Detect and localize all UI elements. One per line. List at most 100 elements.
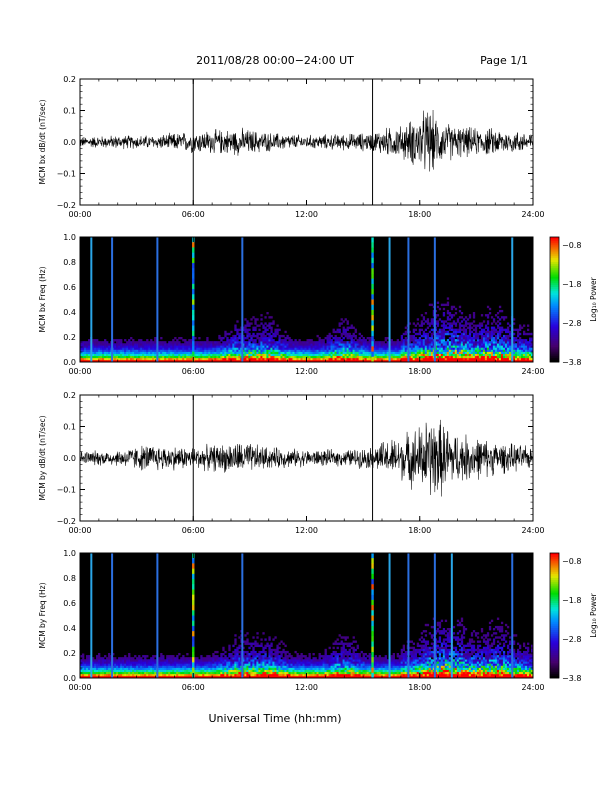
spectrogram-cell <box>334 351 337 354</box>
spectrogram-cell <box>100 657 103 660</box>
spectrogram-cell <box>400 347 404 350</box>
spectrogram-cell <box>198 357 201 361</box>
spectrogram-cell <box>224 355 227 359</box>
spectrogram-cell <box>440 334 444 338</box>
spectrogram-cell <box>266 343 269 346</box>
spectrogram-cell <box>120 359 123 363</box>
spectrogram-cell <box>488 353 492 357</box>
spectrogram-cell <box>170 671 173 675</box>
spectrogram-cell <box>116 661 119 664</box>
spectrogram-cell <box>312 343 315 346</box>
spectrogram-cell <box>182 355 185 359</box>
spectrogram-cell <box>128 661 131 664</box>
spectrogram-cell <box>434 347 438 350</box>
spectrogram-cell <box>260 671 263 675</box>
spectrogram-cell <box>426 359 430 363</box>
spectrogram-cell <box>176 673 179 677</box>
spectrogram-cell <box>420 334 424 338</box>
spectrogram-cell <box>504 337 508 340</box>
spectrogram-cell <box>176 663 179 666</box>
spectrogram-cell <box>498 345 502 348</box>
spectrogram-cell <box>410 339 414 342</box>
spectrogram-cell <box>246 667 249 670</box>
spectrogram-cell <box>308 669 311 673</box>
spectrogram-cell <box>488 349 492 352</box>
spectrogram-cell <box>472 320 476 323</box>
spectrogram-cell <box>306 673 309 677</box>
spectrogram-cell <box>184 357 187 361</box>
spectrogram-cell <box>482 339 486 342</box>
spectrogram-cell <box>462 349 466 352</box>
spectrogram-cell <box>292 353 295 357</box>
spectrogram-cell <box>282 665 285 668</box>
spectrogram-cell <box>252 359 255 363</box>
spectrogram-cell <box>104 341 107 344</box>
spectrogram-cell <box>466 341 470 344</box>
spectrogram-cell <box>276 667 279 670</box>
spectrogram-cell <box>102 657 105 660</box>
spectrogram-cell <box>190 351 193 354</box>
spectrogram-cell <box>194 667 197 670</box>
spectrogram-cell <box>220 661 223 664</box>
spectrogram-cell <box>224 349 227 352</box>
spectrogram-cell <box>142 673 145 677</box>
spectrogram-cell <box>80 343 83 346</box>
spectrogram-cell <box>502 345 506 348</box>
spectrogram-cell <box>230 355 233 359</box>
spectrogram-cell <box>372 353 375 357</box>
spectrogram-cell <box>254 347 257 350</box>
spectrogram-cell <box>216 663 219 666</box>
spectrogram-cell <box>152 655 155 658</box>
spectrogram-cell <box>204 675 207 679</box>
spectrogram-cell <box>144 353 147 357</box>
spectrogram-cell <box>434 359 438 363</box>
spectrogram-cell <box>178 355 181 359</box>
spectrogram-cell <box>94 357 97 361</box>
spectrogram-cell <box>490 334 494 338</box>
spectrogram-cell <box>244 326 247 329</box>
spectrogram-cell <box>262 341 265 344</box>
spectrogram-cell <box>350 334 353 338</box>
spectrogram-cell <box>104 339 107 342</box>
spectrogram-cell <box>94 675 97 679</box>
colorbar-segment <box>550 318 559 321</box>
spectrogram-cell <box>508 357 512 361</box>
spectrogram-cell <box>114 353 117 357</box>
spectrogram-cell <box>290 343 293 346</box>
spectrogram-cell <box>448 357 452 361</box>
spectrogram-cell <box>282 648 285 652</box>
spectrogram-cell <box>412 339 416 342</box>
spectrogram-cell <box>364 347 367 350</box>
spectrogram-cell <box>114 669 117 673</box>
spectrogram-cell <box>366 351 369 354</box>
spectrogram-cell <box>302 353 305 357</box>
spectrogram-cell <box>500 328 504 332</box>
spectrogram-cell <box>260 665 263 668</box>
spectrogram-cell <box>182 667 185 670</box>
spectrogram-cell <box>408 330 412 334</box>
spectrogram-cell <box>320 655 323 658</box>
spectrogram-cell <box>330 659 333 662</box>
spectrogram-cell <box>210 673 213 677</box>
spectrogram-cell <box>178 667 181 670</box>
spectrogram-cell <box>168 345 171 348</box>
spectrogram-cell <box>531 351 534 354</box>
spectrogram-cell <box>262 657 265 660</box>
spectrogram-cell <box>468 332 472 336</box>
spectrogram-cell <box>350 324 353 327</box>
spectrogram-cell <box>290 359 293 363</box>
spectrogram-cell <box>418 347 422 350</box>
spectrogram-cell <box>314 351 317 354</box>
spectrogram-cell <box>476 334 480 338</box>
spectrogram-cell <box>382 343 385 346</box>
spectrogram-cell <box>358 347 361 350</box>
spectrogram-cell <box>236 663 239 666</box>
spectrogram-cell <box>174 667 177 670</box>
spectrogram-cell <box>226 669 229 673</box>
spectrogram-cell <box>142 343 145 346</box>
spectrogram-cell <box>498 322 502 325</box>
spectrogram-cell <box>238 353 241 357</box>
spectrogram-cell <box>452 357 456 361</box>
spectrogram-cell <box>504 334 508 338</box>
spectrogram-cell <box>344 351 347 354</box>
